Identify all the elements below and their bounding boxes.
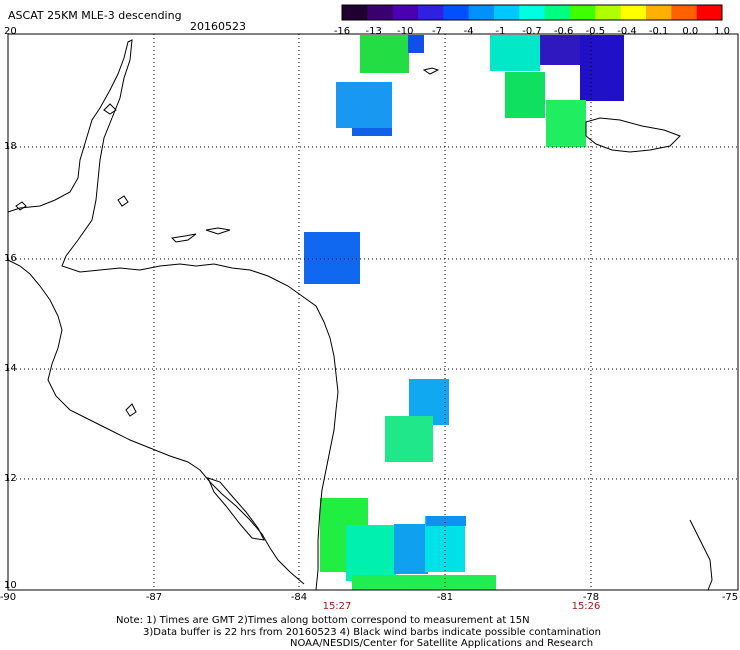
- ylab-12: 12: [4, 473, 17, 484]
- colorbar-swatch: [519, 5, 546, 20]
- swath-cell: [352, 575, 496, 590]
- colorbar-label: -1: [495, 26, 506, 37]
- colorbar-swatch: [392, 5, 419, 20]
- map-date: 20160523: [190, 20, 246, 33]
- swath-cell: [546, 100, 586, 147]
- colorbar-frame: [341, 4, 723, 21]
- ylab-14: 14: [4, 363, 17, 374]
- colorbar-label: -16: [333, 26, 351, 37]
- lake-nicaragua: [207, 477, 265, 541]
- xlab-81: -81: [436, 592, 454, 603]
- coastlines: [7, 39, 713, 591]
- colorbar-swatch: [418, 5, 444, 20]
- south-america-coast: [689, 519, 713, 591]
- colorbar-label: -0.7: [522, 26, 542, 37]
- time-label-2: 15:26: [571, 601, 601, 612]
- swath-cell: [394, 524, 428, 574]
- colorbar-label: -10: [397, 26, 414, 37]
- swath-cell: [346, 525, 396, 581]
- swath-cell: [580, 35, 624, 101]
- island: [117, 195, 129, 207]
- island: [103, 103, 117, 115]
- colorbar-swatch: [342, 5, 368, 20]
- colorbar-swatch: [646, 5, 672, 20]
- swath-cell: [360, 35, 409, 73]
- colorbar-label: -13: [365, 26, 382, 37]
- inner-coast: [7, 259, 305, 585]
- colorbar-swatch: [544, 5, 571, 20]
- island: [205, 227, 231, 235]
- island: [125, 403, 137, 417]
- colorbar-label: -0.5: [585, 26, 606, 37]
- note-line-3: NOAA/NESDIS/Center for Satellite Applica…: [290, 638, 594, 649]
- swath-cell: [352, 128, 392, 136]
- xlab-78: -78: [582, 592, 600, 603]
- swath-cell: [336, 82, 392, 128]
- xlab-90: -90: [0, 592, 17, 603]
- time-label-1: 15:27: [322, 601, 352, 612]
- colorbar-label: -0.6: [553, 26, 574, 37]
- colorbar-label: -7: [432, 26, 442, 37]
- xlab-87: -87: [145, 592, 163, 603]
- swath-cell: [490, 35, 540, 71]
- xlab-84: -84: [290, 592, 308, 603]
- colorbar-label: -4: [463, 26, 474, 37]
- jamaica-coast: [585, 117, 681, 153]
- ylab-18: 18: [4, 141, 17, 152]
- plot-frame: [7, 33, 739, 591]
- island: [422, 67, 440, 75]
- swath-cell: [426, 516, 466, 526]
- colorbar-swatch: [595, 5, 622, 20]
- island: [170, 233, 197, 243]
- note-line-2: 3)Data buffer is 22 hrs from 20160523 4)…: [143, 627, 601, 638]
- colorbar-label: 1.0: [714, 26, 730, 37]
- ylab-20: 20: [4, 26, 17, 37]
- swath-cell: [385, 416, 433, 462]
- ylab-16: 16: [4, 253, 17, 264]
- ylab-10: 10: [4, 580, 17, 591]
- swath-cell: [408, 35, 424, 53]
- colorbar-label: -0.1: [648, 26, 669, 37]
- swath-cell: [505, 72, 545, 118]
- colorbar-label: 0.0: [682, 26, 699, 37]
- colorbar-swatch: [468, 5, 495, 20]
- colorbar-label: -0.4: [617, 26, 637, 37]
- map-title: ASCAT 25KM MLE-3 descending: [8, 9, 182, 22]
- central-america-coast: [7, 39, 339, 591]
- swath-cell: [540, 35, 580, 65]
- swath-cell: [304, 232, 360, 284]
- colorbar-swatch: [443, 5, 470, 20]
- colorbar-swatch: [367, 5, 394, 20]
- colorbar-swatch: [494, 5, 520, 20]
- colorbar-labels: -16 -13 -10 -7 -4 -1 -0.7 -0.6 -0.5 -0.4 -0.1 0.0 1.…: [0, 26, 740, 40]
- note-line-1: Note: 1) Times are GMT 2)Times along bot…: [116, 615, 530, 626]
- colorbar-swatch: [620, 5, 647, 20]
- colorbar-swatch: [570, 5, 596, 20]
- gridlines: [8, 34, 738, 590]
- colorbar-swatch: [696, 5, 723, 20]
- colorbar-swatch: [671, 5, 698, 20]
- colorbar: [341, 4, 723, 21]
- xlab-75: -75: [721, 592, 739, 603]
- island: [15, 201, 27, 211]
